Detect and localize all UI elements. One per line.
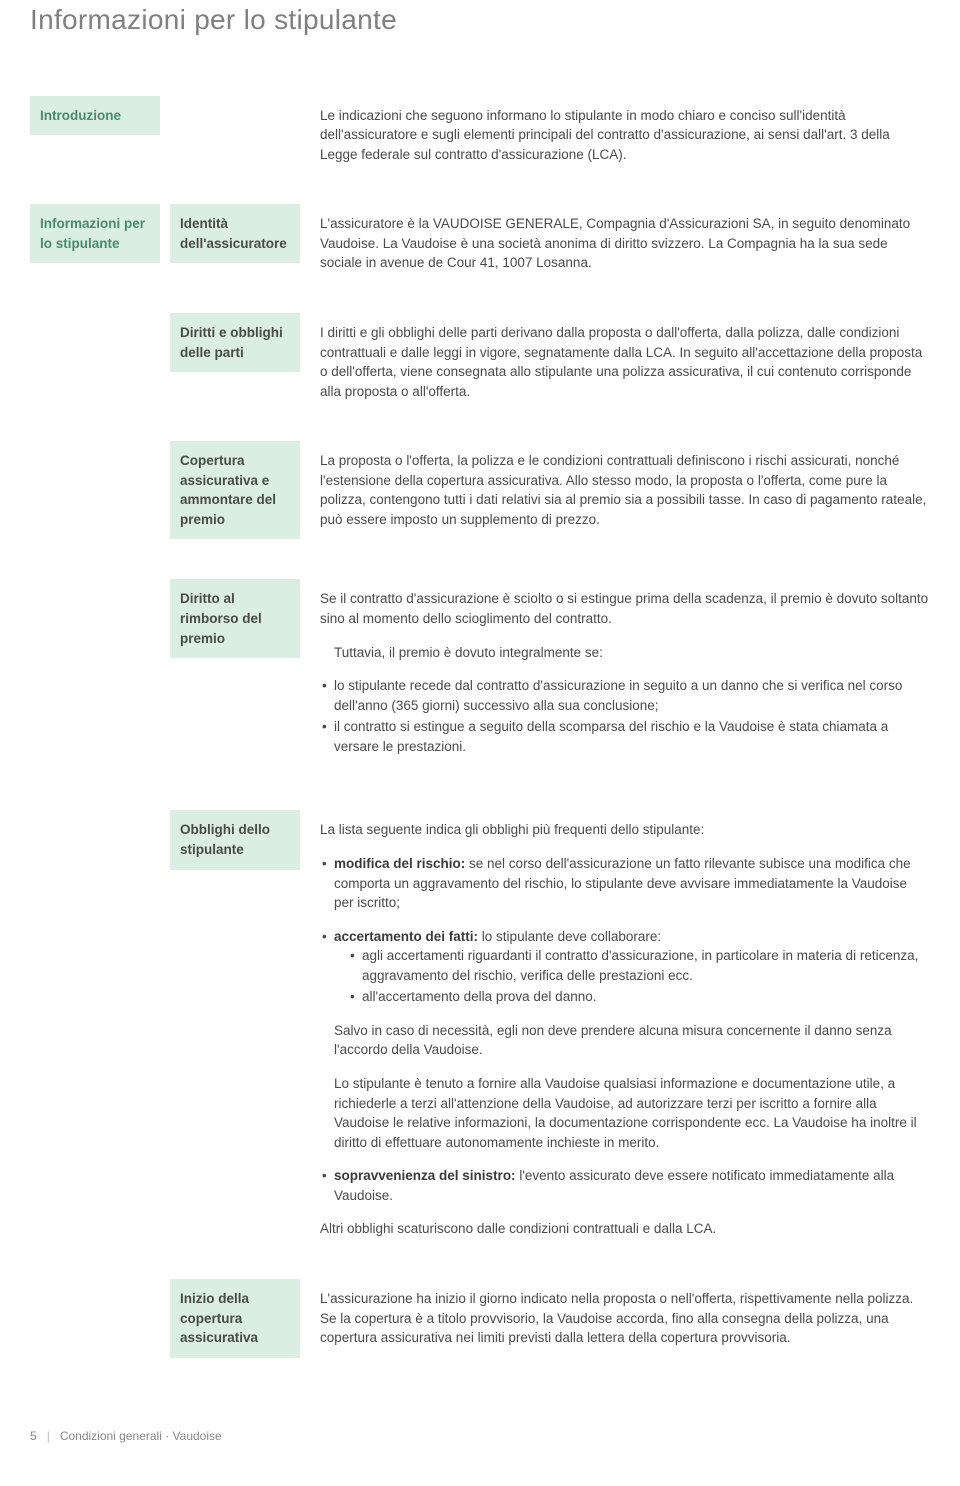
row-copertura: Copertura assicurativa e ammontare del p… [30,441,930,539]
page-title: Informazioni per lo stipulante [30,0,930,41]
body-introduzione: Le indicazioni che seguono informano lo … [300,96,930,165]
body-inizio: L'assicurazione ha inizio il giorno indi… [300,1279,930,1348]
row-rimborso: Diritto al rimborso del premio Se il con… [30,579,930,770]
list-obblighi-1: modifica del rischio: se nel corso dell'… [320,854,930,913]
sub-label-rimborso: Diritto al rimborso del premio [170,579,300,658]
body-copertura: La proposta o l'offerta, la polizza e le… [300,441,930,529]
section-label-empty [30,313,160,333]
body-rimborso: Se il contratto d'assicurazione è sciolt… [300,579,930,770]
text-copertura: La proposta o l'offerta, la polizza e le… [320,451,930,529]
list-item: modifica del rischio: se nel corso dell'… [320,854,930,913]
list-item: all'accertamento della prova del danno. [348,987,930,1007]
bold-label: accertamento dei fatti: [334,929,478,944]
text-identita: L'assicuratore è la VAUDOISE GENERALE, C… [320,214,930,273]
page-number: 5 [30,1428,37,1445]
text-obblighi-salvo: Salvo in caso di necessità, egli non dev… [320,1021,930,1060]
text-inizio: L'assicurazione ha inizio il giorno indi… [320,1289,930,1348]
footer-doc-title: Condizioni generali · Vaudoise [60,1428,222,1445]
section-label-empty [30,1279,160,1299]
section-label-empty [30,441,160,461]
bold-label: modifica del rischio: [334,856,465,871]
row-inizio: Inizio della copertura assicurativa L'as… [30,1279,930,1358]
sub-label-copertura: Copertura assicurativa e ammontare del p… [170,441,300,539]
list-item: lo stipulante recede dal contratto d'ass… [320,676,930,715]
section-label-empty [30,579,160,599]
section-label-empty [30,810,160,830]
list-item: accertamento dei fatti: lo stipulante de… [320,927,930,1007]
body-identita: L'assicuratore è la VAUDOISE GENERALE, C… [300,204,930,273]
row-obblighi: Obblighi dello stipulante La lista segue… [30,810,930,1239]
text-diritti: I diritti e gli obblighi delle parti der… [320,323,930,401]
sub-label-obblighi: Obblighi dello stipulante [170,810,300,869]
row-diritti: Diritti e obblighi delle parti I diritti… [30,313,930,401]
list-item: agli accertamenti riguardanti il contrat… [348,946,930,985]
text-intro: Le indicazioni che seguono informano lo … [320,106,930,165]
sub-label-empty [170,96,300,116]
item-text: lo stipulante deve collaborare: [478,929,661,944]
list-item: sopravvenienza del sinistro: l'evento as… [320,1166,930,1205]
row-introduzione: Introduzione Le indicazioni che seguono … [30,96,930,165]
list-obblighi-2: accertamento dei fatti: lo stipulante de… [320,927,930,1007]
document-page: Informazioni per lo stipulante Introduzi… [0,0,960,1485]
body-diritti: I diritti e gli obblighi delle parti der… [300,313,930,401]
text-obblighi-altri: Altri obblighi scaturiscono dalle condiz… [320,1219,930,1239]
section-label-introduzione: Introduzione [30,96,160,136]
text-rimborso-however: Tuttavia, il premio è dovuto integralmen… [320,643,930,663]
sub-label-identita: Identità dell'assicuratore [170,204,300,263]
text-obblighi-tenuto: Lo stipulante è tenuto a fornire alla Va… [320,1074,930,1152]
sub-label-diritti: Diritti e obblighi delle parti [170,313,300,372]
section-label-informazioni: Informazioni per lo stipulante [30,204,160,263]
body-obblighi: La lista seguente indica gli obblighi pi… [300,810,930,1239]
bold-label: sopravvenienza del sinistro: [334,1168,516,1183]
list-item: il contratto si estingue a seguito della… [320,717,930,756]
text-obblighi-lead: La lista seguente indica gli obblighi pi… [320,820,930,840]
list-obblighi-2-nested: agli accertamenti riguardanti il contrat… [334,946,930,1007]
page-footer: 5 | Condizioni generali · Vaudoise [30,1428,930,1445]
list-obblighi-3: sopravvenienza del sinistro: l'evento as… [320,1166,930,1205]
footer-separator: | [47,1428,50,1445]
row-identita: Informazioni per lo stipulante Identità … [30,204,930,273]
list-rimborso: lo stipulante recede dal contratto d'ass… [320,676,930,756]
text-rimborso-lead: Se il contratto d'assicurazione è sciolt… [320,589,930,628]
sub-label-inizio: Inizio della copertura assicurativa [170,1279,300,1358]
